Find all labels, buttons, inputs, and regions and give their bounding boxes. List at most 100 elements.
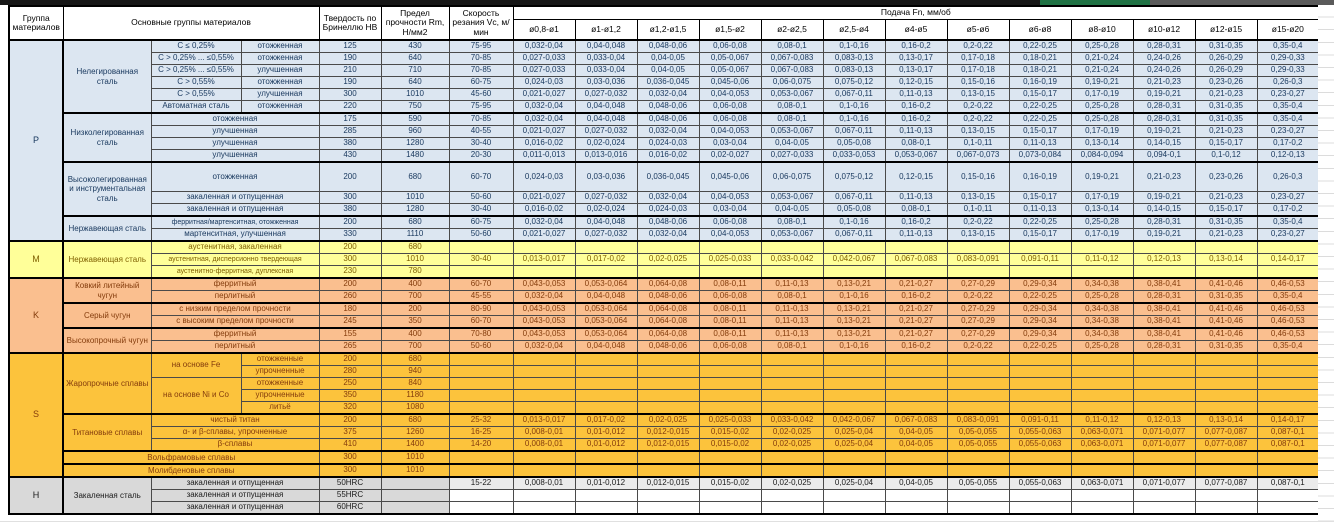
cell-feed[interactable]: 0,048-0,06 bbox=[636, 100, 700, 114]
cell-feed[interactable]: 0,26-0,29 bbox=[1194, 64, 1258, 77]
cell-strength[interactable]: 1110 bbox=[380, 228, 450, 242]
cell-feed[interactable] bbox=[1008, 501, 1072, 515]
cell-feed[interactable]: 0,08-0,11 bbox=[698, 302, 762, 316]
cell-feed[interactable] bbox=[574, 463, 638, 478]
cell-feed[interactable]: 0,083-0,13 bbox=[822, 64, 886, 77]
cell-feed[interactable]: 0,027-0,032 bbox=[574, 191, 638, 204]
header-hardness[interactable]: Твердость по Бринеллю HB bbox=[318, 5, 382, 41]
cell-feed[interactable]: 0,016-0,02 bbox=[512, 137, 576, 150]
cell-material[interactable]: Низколегированная сталь bbox=[62, 112, 152, 163]
cell-feed[interactable]: 0,24-0,26 bbox=[1132, 64, 1196, 77]
cell-strength[interactable]: 940 bbox=[380, 365, 450, 378]
cell-feed[interactable]: 0,26-0,3 bbox=[1256, 76, 1320, 89]
cell-feed[interactable]: 0,24-0,26 bbox=[1132, 52, 1196, 65]
cell-feed[interactable] bbox=[1008, 389, 1072, 402]
cell-feed[interactable]: 0,13-0,15 bbox=[946, 125, 1010, 138]
cell-feed[interactable] bbox=[822, 463, 886, 478]
cell-feed[interactable] bbox=[884, 240, 948, 254]
cell-feed[interactable]: 0,025-0,033 bbox=[698, 253, 762, 266]
cell-feed[interactable] bbox=[1008, 377, 1072, 390]
cell-feed[interactable]: 0,032-0,04 bbox=[636, 125, 700, 138]
cell-speed[interactable]: 60-70 bbox=[448, 315, 514, 329]
header-feed-col[interactable]: ø8-ø10 bbox=[1070, 19, 1134, 41]
cell-feed[interactable]: 0,04-0,05 bbox=[884, 438, 948, 452]
cell-feed[interactable]: 0,1-0,16 bbox=[822, 215, 886, 229]
cell-feed[interactable] bbox=[1070, 401, 1134, 415]
cell-feed[interactable] bbox=[822, 389, 886, 402]
cell-hardness[interactable]: 250 bbox=[318, 377, 382, 390]
cell-feed[interactable]: 0,22-0,25 bbox=[1008, 100, 1072, 114]
cell-feed[interactable]: 0,04-0,048 bbox=[574, 112, 638, 126]
cell-speed[interactable]: 70-85 bbox=[448, 64, 514, 77]
cell-feed[interactable] bbox=[698, 401, 762, 415]
cell-feed[interactable] bbox=[822, 401, 886, 415]
cell-feed[interactable]: 0,05-0,08 bbox=[822, 137, 886, 150]
cell-feed[interactable] bbox=[822, 377, 886, 390]
cell-feed[interactable] bbox=[1132, 389, 1196, 402]
cell-subtype[interactable]: улучшенная bbox=[150, 125, 320, 138]
cell-feed[interactable]: 0,05-0,055 bbox=[946, 476, 1010, 490]
cell-feed[interactable]: 0,21-0,27 bbox=[884, 315, 948, 329]
cell-feed[interactable]: 0,13-0,21 bbox=[822, 302, 886, 316]
cell-feed[interactable]: 0,19-0,21 bbox=[1132, 125, 1196, 138]
cell-feed[interactable]: 0,063-0,071 bbox=[1070, 426, 1134, 439]
cell-feed[interactable] bbox=[1132, 489, 1196, 502]
cell-speed[interactable]: 60-75 bbox=[448, 76, 514, 89]
cell-feed[interactable]: 0,22-0,25 bbox=[1008, 39, 1072, 53]
cell-feed[interactable] bbox=[512, 389, 576, 402]
cell-feed[interactable]: 0,077-0,087 bbox=[1194, 438, 1258, 452]
cell-feed[interactable]: 0,25-0,28 bbox=[1070, 290, 1134, 304]
cell-feed[interactable]: 0,064-0,08 bbox=[636, 277, 700, 291]
cell-strength[interactable]: 1010 bbox=[380, 463, 450, 478]
cell-feed[interactable]: 0,23-0,27 bbox=[1256, 125, 1320, 138]
cell-feed[interactable] bbox=[760, 489, 824, 502]
cell-feed[interactable]: 0,2-0,22 bbox=[946, 290, 1010, 304]
cell-hardness[interactable]: 180 bbox=[318, 302, 382, 316]
cell-feed[interactable]: 0,21-0,27 bbox=[884, 327, 948, 341]
header-feed-title[interactable]: Подача Fn, мм/об bbox=[512, 5, 1320, 20]
cell-feed[interactable]: 0,19-0,21 bbox=[1132, 191, 1196, 204]
cell-speed[interactable]: 45-60 bbox=[448, 88, 514, 101]
cell-feed[interactable]: 0,067-0,11 bbox=[822, 88, 886, 101]
cell-feed[interactable] bbox=[1070, 463, 1134, 478]
cell-feed[interactable]: 0,053-0,067 bbox=[760, 125, 824, 138]
cell-feed[interactable]: 0,063-0,071 bbox=[1070, 476, 1134, 490]
cell-feed[interactable]: 0,28-0,31 bbox=[1132, 290, 1196, 304]
header-feed-col[interactable]: ø15-ø20 bbox=[1256, 19, 1320, 41]
cell-feed[interactable] bbox=[884, 501, 948, 515]
cell-hardness[interactable]: 245 bbox=[318, 315, 382, 329]
cell-subtype[interactable]: Автоматная сталь bbox=[150, 100, 242, 114]
cell-speed[interactable] bbox=[448, 389, 514, 402]
cell-feed[interactable] bbox=[822, 265, 886, 279]
cell-feed[interactable] bbox=[946, 389, 1010, 402]
cell-feed[interactable] bbox=[946, 463, 1010, 478]
cell-strength[interactable]: 960 bbox=[380, 125, 450, 138]
cell-feed[interactable]: 0,11-0,13 bbox=[760, 302, 824, 316]
cell-feed[interactable]: 0,02-0,025 bbox=[760, 438, 824, 452]
cell-feed[interactable]: 0,075-0,12 bbox=[822, 161, 886, 192]
cell-feed[interactable]: 0,17-0,19 bbox=[1070, 88, 1134, 101]
cell-feed[interactable]: 0,067-0,073 bbox=[946, 149, 1010, 163]
cell-feed[interactable]: 0,34-0,38 bbox=[1070, 315, 1134, 329]
cell-feed[interactable]: 0,06-0,075 bbox=[760, 76, 824, 89]
cell-speed[interactable] bbox=[448, 240, 514, 254]
cell-strength[interactable]: 1280 bbox=[380, 137, 450, 150]
cell-feed[interactable]: 0,21-0,23 bbox=[1194, 228, 1258, 242]
cell-feed[interactable]: 0,25-0,28 bbox=[1070, 39, 1134, 53]
cell-speed[interactable]: 70-80 bbox=[448, 327, 514, 341]
cell-hardness[interactable]: 330 bbox=[318, 228, 382, 242]
cell-feed[interactable]: 0,17-0,19 bbox=[1070, 228, 1134, 242]
cell-feed[interactable]: 0,16-0,2 bbox=[884, 290, 948, 304]
cell-hardness[interactable]: 380 bbox=[318, 137, 382, 150]
cell-strength[interactable]: 680 bbox=[380, 161, 450, 192]
header-feed-col[interactable]: ø5-ø6 bbox=[946, 19, 1010, 41]
cell-feed[interactable]: 0,27-0,29 bbox=[946, 315, 1010, 329]
cell-feed[interactable] bbox=[760, 450, 824, 465]
cell-hardness[interactable]: 320 bbox=[318, 401, 382, 415]
cell-subtype[interactable]: улучшенная bbox=[150, 149, 320, 163]
cell-feed[interactable]: 0,38-0,41 bbox=[1132, 302, 1196, 316]
cell-feed[interactable]: 0,11-0,13 bbox=[884, 228, 948, 242]
cell-feed[interactable]: 0,071-0,077 bbox=[1132, 438, 1196, 452]
cell-feed[interactable]: 0,053-0,067 bbox=[884, 149, 948, 163]
cell-feed[interactable]: 0,036-0,045 bbox=[636, 76, 700, 89]
